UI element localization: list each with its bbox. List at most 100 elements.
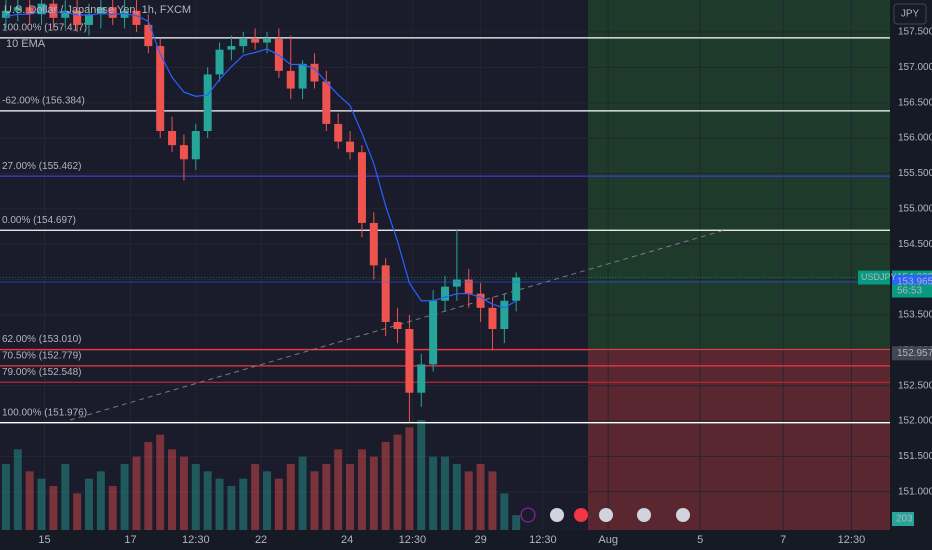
event-icon[interactable] xyxy=(599,508,613,522)
candle-body xyxy=(310,63,319,82)
price-tag xyxy=(892,346,932,361)
y-tick-label: 155.000 xyxy=(898,203,932,214)
volume-bar xyxy=(393,434,402,530)
y-tick-label: 157.000 xyxy=(898,62,932,73)
volume-tag xyxy=(892,512,914,526)
trend-line xyxy=(69,229,726,421)
volume-bar xyxy=(346,464,355,530)
x-tick-label: 12:30 xyxy=(529,534,557,546)
candle-body xyxy=(417,364,426,393)
volume-bar xyxy=(25,471,34,530)
candle-body xyxy=(132,10,141,25)
axes: 151.000151.500152.000152.500153.000153.5… xyxy=(0,27,932,546)
candle-body xyxy=(405,329,414,393)
candle-body xyxy=(251,39,260,43)
volume-bar xyxy=(73,493,82,530)
event-icon[interactable] xyxy=(574,508,588,522)
volume-bar xyxy=(274,478,283,530)
candle-body xyxy=(1,10,10,18)
volume-bar xyxy=(512,515,521,530)
candle-body xyxy=(476,293,485,308)
candle-body xyxy=(37,3,46,15)
candle-body xyxy=(179,145,188,160)
candle-body xyxy=(346,141,355,153)
volume-bar xyxy=(168,449,177,530)
loss-zone xyxy=(588,351,890,530)
volume-bar xyxy=(108,486,117,530)
currency-button[interactable] xyxy=(893,3,927,25)
symbol-label: USDJPY xyxy=(861,272,897,282)
volume-bar xyxy=(298,456,307,530)
symbol-tag xyxy=(858,270,890,285)
candle-body xyxy=(49,3,58,18)
x-tick-label: 7 xyxy=(780,534,786,546)
fib-label: -62.00% (156.384) xyxy=(2,96,85,107)
candle-body xyxy=(393,321,402,330)
candle-body xyxy=(156,46,165,131)
candle-body xyxy=(286,70,295,89)
candle-body xyxy=(429,300,438,365)
event-icon[interactable] xyxy=(637,508,651,522)
volume-bar xyxy=(488,471,497,530)
y-tick-label: 151.500 xyxy=(898,451,932,462)
volume-bar xyxy=(334,449,343,530)
volume-bar xyxy=(251,464,260,530)
volume-bar xyxy=(322,464,331,530)
volume-bar xyxy=(37,478,46,530)
candle-body xyxy=(369,222,378,266)
indicator-label[interactable]: 10 EMA xyxy=(6,38,46,50)
candle-body xyxy=(500,300,509,330)
candle-body xyxy=(512,277,521,301)
y-tick-label: 156.500 xyxy=(898,97,932,108)
fib-label: 79.00% (152.548) xyxy=(2,367,82,378)
candle-body xyxy=(215,49,224,75)
ema-line xyxy=(5,10,517,309)
candle-body xyxy=(239,39,248,47)
y-tick-label: 151.000 xyxy=(898,486,932,497)
volume-bar xyxy=(381,442,390,530)
x-tick-label: Aug xyxy=(598,534,618,546)
volume-bar xyxy=(357,449,366,530)
fib-label: 27.00% (155.462) xyxy=(2,161,82,172)
x-tick-label: 24 xyxy=(341,534,353,546)
fib-label: 62.00% (153.010) xyxy=(2,334,82,345)
candle-body xyxy=(263,39,271,43)
volume-bar xyxy=(286,464,295,530)
y-tick-label: 152.500 xyxy=(898,380,932,391)
y-tick-label: 152.000 xyxy=(898,416,932,427)
currency-label[interactable]: JPY xyxy=(901,9,920,20)
volume-bar xyxy=(310,471,319,530)
candle-body xyxy=(464,279,473,294)
volume-bar xyxy=(500,493,509,530)
volume-bar xyxy=(61,464,70,530)
volume-bar xyxy=(85,478,93,530)
candle-body xyxy=(73,10,82,25)
volume-bar xyxy=(1,464,10,530)
event-icon[interactable] xyxy=(676,508,690,522)
volume-bar xyxy=(96,471,105,530)
candle-body xyxy=(227,46,236,50)
volume-bar xyxy=(227,486,236,530)
volume-bar xyxy=(452,464,461,530)
time-axis xyxy=(0,530,890,550)
y-tick-label: 155.500 xyxy=(898,168,932,179)
volume-bar xyxy=(263,471,271,530)
event-icons xyxy=(520,507,690,523)
candle-body xyxy=(85,14,93,25)
candle-body xyxy=(441,286,449,301)
candle-body xyxy=(452,279,461,287)
y-tick-label: 157.500 xyxy=(898,27,932,38)
candle-body xyxy=(488,307,497,330)
event-icon[interactable] xyxy=(520,507,536,523)
volume-bar xyxy=(417,420,426,530)
chart-title: U.S. Dollar / Japanese Yen, 1h, FXCM xyxy=(4,4,191,16)
candle-body xyxy=(144,24,153,47)
volume-bar xyxy=(203,471,212,530)
y-tick-label: 154.500 xyxy=(898,239,932,250)
x-tick-label: 29 xyxy=(474,534,486,546)
volume-bar xyxy=(49,486,58,530)
fib-label: 70.50% (152.779) xyxy=(2,351,82,362)
event-icon[interactable] xyxy=(550,508,564,522)
volume-bar xyxy=(476,464,485,530)
candle-body xyxy=(203,74,212,131)
